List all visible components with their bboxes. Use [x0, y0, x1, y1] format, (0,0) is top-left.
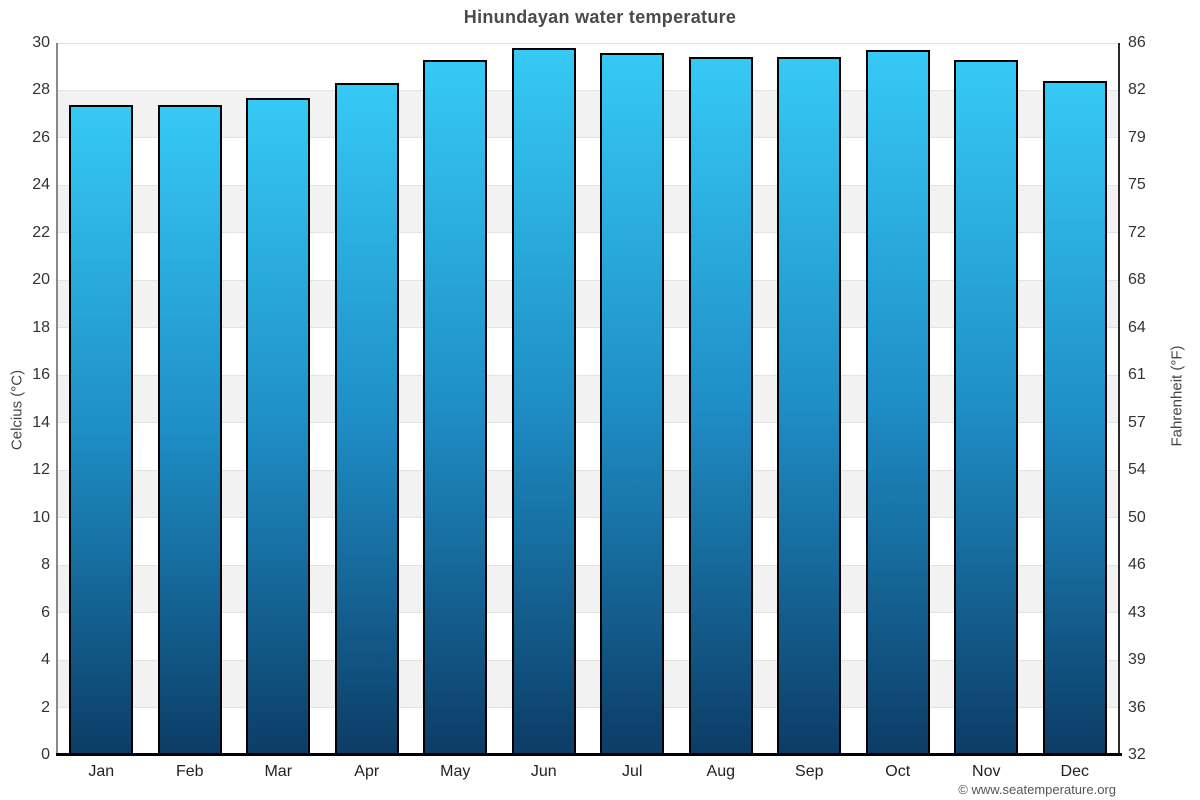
celsius-tick-2: 2 — [41, 698, 50, 716]
fahrenheit-tick-72: 72 — [1128, 223, 1146, 241]
gridline-24c — [57, 184, 1119, 186]
bar-oct[interactable] — [865, 50, 930, 755]
celsius-tick-4: 4 — [41, 651, 50, 669]
gridline-6c — [57, 612, 1119, 614]
bar-nov[interactable] — [954, 59, 1019, 755]
fahrenheit-axis-line — [1118, 43, 1120, 755]
celsius-axis-title: Celcius (°C) — [8, 369, 26, 451]
celsius-tick-14: 14 — [32, 413, 50, 431]
gridline-16c — [57, 374, 1119, 376]
fahrenheit-tick-36: 36 — [1128, 698, 1146, 716]
gridline-2c — [57, 707, 1119, 709]
fahrenheit-tick-32: 32 — [1128, 746, 1146, 763]
x-tick-jul: Jul — [622, 763, 643, 780]
gridline-28c — [57, 89, 1119, 91]
fahrenheit-tick-61: 61 — [1128, 366, 1146, 384]
celsius-tick-10: 10 — [32, 508, 50, 526]
attribution-link[interactable]: © www.seatemperature.org — [958, 782, 1116, 797]
bar-aug[interactable] — [688, 57, 753, 755]
fahrenheit-tick-39: 39 — [1128, 651, 1146, 669]
fahrenheit-tick-43: 43 — [1128, 603, 1146, 621]
gridline-30c — [57, 42, 1119, 44]
gridline-18c — [57, 327, 1119, 329]
celsius-tick-20: 20 — [32, 271, 50, 289]
gridline-12c — [57, 469, 1119, 471]
celsius-tick-12: 12 — [32, 461, 50, 479]
bar-feb[interactable] — [157, 104, 222, 755]
fahrenheit-tick-68: 68 — [1128, 271, 1146, 289]
gridline-26c — [57, 137, 1119, 139]
celsius-tick-16: 16 — [32, 366, 50, 384]
x-tick-jan: Jan — [88, 763, 115, 780]
gridline-10c — [57, 517, 1119, 519]
plot-area — [57, 42, 1119, 756]
bar-sep[interactable] — [777, 57, 842, 755]
chart-title: Hinundayan water temperature — [463, 7, 737, 27]
x-tick-oct: Oct — [885, 763, 911, 780]
x-tick-apr: Apr — [354, 763, 380, 780]
celsius-tick-8: 8 — [41, 556, 50, 574]
gridline-14c — [57, 422, 1119, 424]
fahrenheit-tick-54: 54 — [1128, 461, 1146, 479]
x-tick-jun: Jun — [530, 763, 557, 780]
fahrenheit-axis-title: Fahrenheit (°F) — [1168, 345, 1186, 447]
bar-may[interactable] — [423, 59, 488, 755]
bar-jan[interactable] — [69, 104, 134, 755]
gridline-4c — [57, 659, 1119, 661]
fahrenheit-tick-46: 46 — [1128, 556, 1146, 574]
celsius-tick-28: 28 — [32, 81, 50, 99]
fahrenheit-tick-86: 86 — [1128, 34, 1146, 51]
celsius-tick-6: 6 — [41, 603, 50, 621]
fahrenheit-tick-79: 79 — [1128, 128, 1146, 146]
x-tick-may: May — [440, 763, 471, 780]
fahrenheit-tick-57: 57 — [1128, 413, 1146, 431]
celsius-axis-line — [56, 43, 58, 755]
x-tick-feb: Feb — [175, 763, 204, 780]
celsius-tick-18: 18 — [32, 318, 50, 336]
gridline-8c — [57, 564, 1119, 566]
celsius-tick-26: 26 — [32, 128, 50, 146]
gridline-22c — [57, 232, 1119, 234]
fahrenheit-tick-64: 64 — [1128, 318, 1146, 336]
bar-jul[interactable] — [600, 52, 665, 755]
bar-mar[interactable] — [246, 97, 311, 755]
bar-dec[interactable] — [1042, 80, 1107, 755]
bar-apr[interactable] — [334, 83, 399, 755]
x-tick-nov: Nov — [972, 763, 1001, 780]
x-tick-aug: Aug — [706, 763, 735, 780]
fahrenheit-tick-82: 82 — [1128, 81, 1146, 99]
x-tick-sep: Sep — [795, 763, 824, 780]
celsius-tick-24: 24 — [32, 176, 50, 194]
fahrenheit-tick-75: 75 — [1128, 176, 1146, 194]
celsius-tick-30: 30 — [32, 34, 50, 51]
x-axis-line — [56, 753, 1122, 756]
gridline-20c — [57, 279, 1119, 281]
bar-jun[interactable] — [511, 47, 576, 755]
celsius-tick-0: 0 — [41, 746, 50, 763]
x-tick-mar: Mar — [264, 763, 293, 780]
fahrenheit-tick-50: 50 — [1128, 508, 1146, 526]
x-tick-dec: Dec — [1060, 763, 1089, 780]
celsius-tick-22: 22 — [32, 223, 50, 241]
